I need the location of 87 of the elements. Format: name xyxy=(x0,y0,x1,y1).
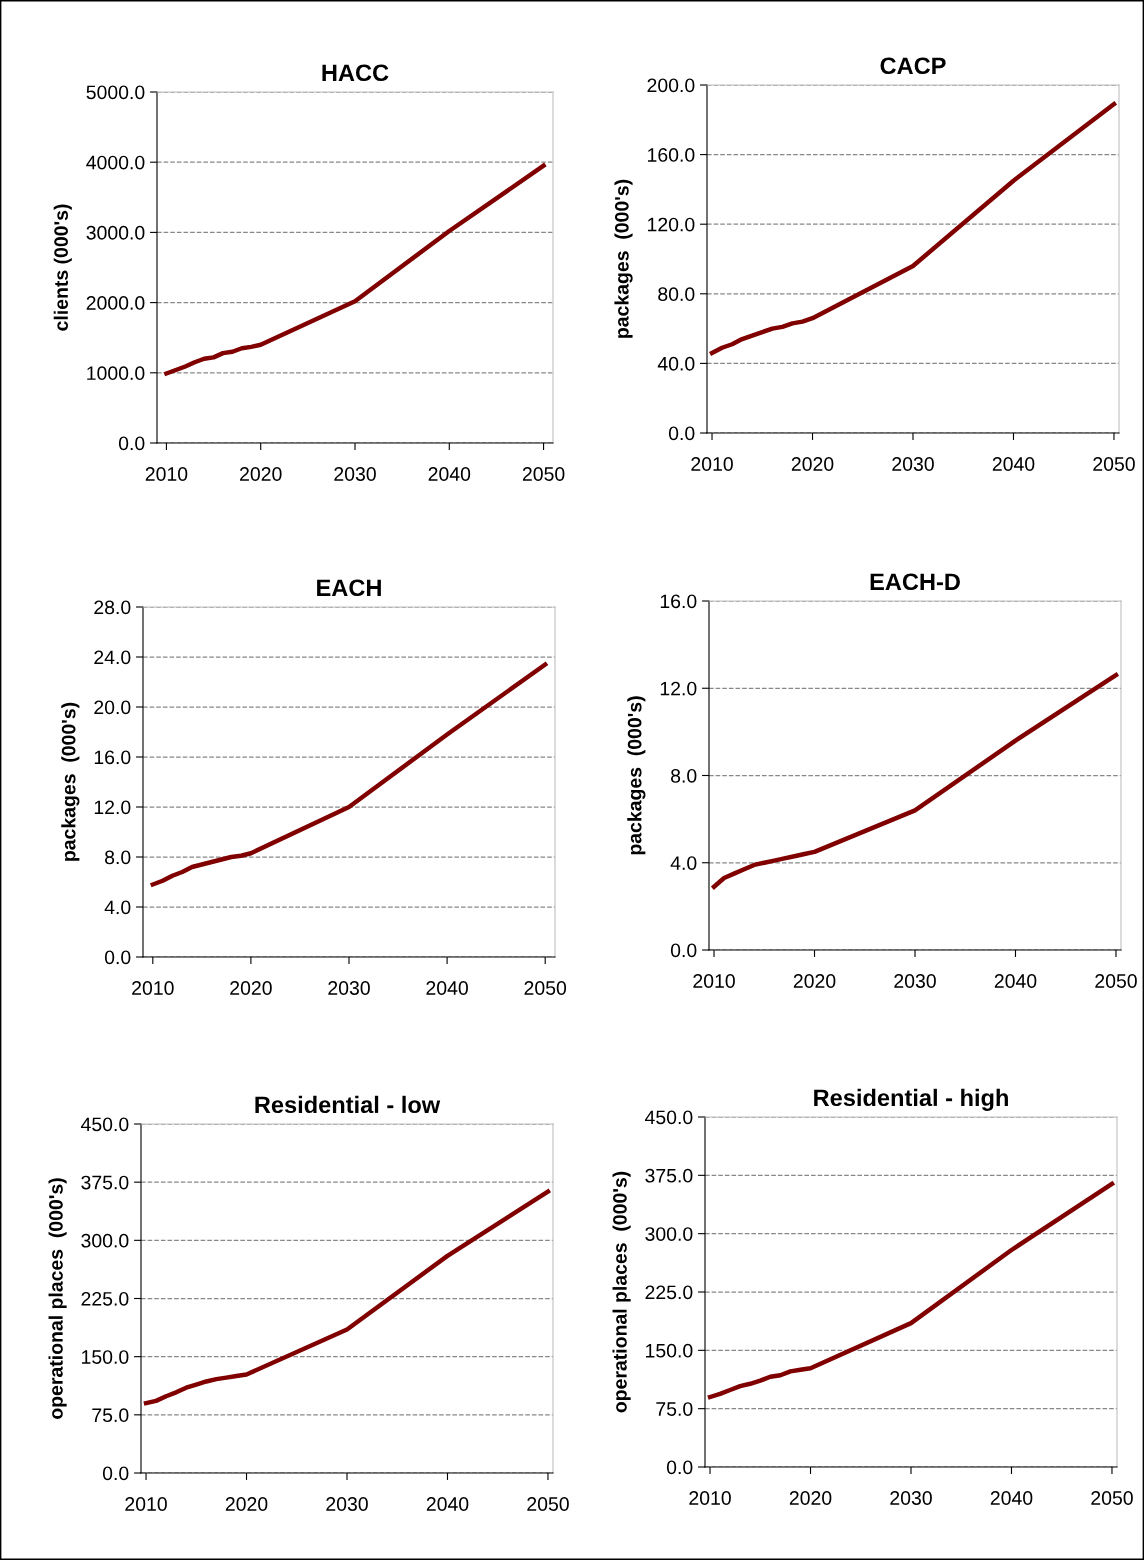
y-tick-label: 28.0 xyxy=(94,600,131,615)
x-tick-label: 2050 xyxy=(1091,1491,1133,1505)
y-tick-label: 5000.0 xyxy=(86,85,145,100)
x-tick-label: 2040 xyxy=(426,981,468,995)
x-tick-label: 2020 xyxy=(793,974,836,988)
y-axis-title: clients (000's) xyxy=(53,204,72,331)
y-tick-label: 450.0 xyxy=(644,1110,693,1125)
x-tick-label: 2020 xyxy=(789,1491,832,1505)
y-tick-label: 160.0 xyxy=(648,148,695,162)
x-tick-label: 2040 xyxy=(428,467,471,481)
y-tick-label: 8.0 xyxy=(105,850,131,865)
line-series xyxy=(711,672,1119,889)
y-tick-label: 40.0 xyxy=(657,356,695,371)
x-tick-label: 2020 xyxy=(225,1497,268,1511)
y-axis-title: operational places (000's) xyxy=(612,1171,631,1413)
y-tick-label: 3000.0 xyxy=(86,225,145,240)
x-tick-label: 2040 xyxy=(990,1491,1033,1505)
x-tick-label: 2030 xyxy=(894,974,936,988)
x-tick-label: 2030 xyxy=(326,1497,368,1511)
y-tick-label: 200.0 xyxy=(647,78,695,93)
y-tick-label: 0.0 xyxy=(666,1460,693,1475)
y-axis-title: packages (000's) xyxy=(627,696,646,855)
y-tick-label: 0.0 xyxy=(102,1466,129,1481)
y-tick-label: 20.0 xyxy=(94,700,131,715)
x-tick-label: 2040 xyxy=(992,457,1035,471)
y-tick-label: 12.0 xyxy=(660,681,697,696)
line-series xyxy=(150,662,548,887)
x-tick-label: 2030 xyxy=(328,981,370,995)
line-series xyxy=(709,101,1117,356)
y-tick-label: 225.0 xyxy=(81,1291,129,1306)
y-tick-label: 8.0 xyxy=(671,768,697,783)
y-tick-label: 300.0 xyxy=(645,1227,693,1241)
y-tick-label: 80.0 xyxy=(658,287,695,302)
x-tick-label: 2050 xyxy=(524,981,567,995)
x-tick-label: 2020 xyxy=(230,981,272,995)
chart-title: CACP xyxy=(880,57,946,75)
y-tick-label: 4000.0 xyxy=(86,155,145,170)
y-tick-label: 150.0 xyxy=(82,1350,129,1364)
y-tick-label: 24.0 xyxy=(94,650,131,665)
x-tick-label: 2050 xyxy=(527,1497,569,1511)
y-tick-label: 450.0 xyxy=(80,1117,129,1132)
y-axis-title: operational places (000's) xyxy=(48,1178,67,1419)
chart-title: HACC xyxy=(322,64,389,82)
y-tick-label: 75.0 xyxy=(92,1408,129,1423)
x-tick-label: 2030 xyxy=(334,467,376,481)
y-tick-label: 4.0 xyxy=(670,856,697,870)
x-tick-label: 2010 xyxy=(693,974,735,988)
x-tick-label: 2010 xyxy=(125,1497,167,1511)
x-tick-label: 2010 xyxy=(691,457,733,471)
y-tick-label: 0.0 xyxy=(670,943,697,958)
x-tick-label: 2050 xyxy=(522,467,565,481)
y-tick-label: 12.0 xyxy=(94,800,131,815)
chart-title: Residential - high xyxy=(814,1088,1008,1111)
y-tick-label: 225.0 xyxy=(645,1285,693,1300)
x-tick-label: 2020 xyxy=(240,467,282,481)
x-tick-label: 2030 xyxy=(890,1491,932,1505)
y-tick-label: 1000.0 xyxy=(87,366,145,381)
y-tick-label: 4.0 xyxy=(104,900,131,915)
y-tick-label: 0.0 xyxy=(668,426,695,441)
y-tick-label: 300.0 xyxy=(81,1233,129,1248)
x-tick-label: 2020 xyxy=(791,457,834,471)
x-tick-label: 2010 xyxy=(145,467,188,481)
x-tick-label: 2050 xyxy=(1093,457,1135,471)
x-tick-label: 2010 xyxy=(132,981,174,995)
x-tick-label: 2050 xyxy=(1095,974,1137,988)
chart-title: Residential - low xyxy=(255,1095,441,1114)
x-tick-label: 2030 xyxy=(892,457,934,471)
y-tick-label: 16.0 xyxy=(660,594,697,609)
y-tick-label: 2000.0 xyxy=(86,296,145,310)
y-axis-title: packages (000's) xyxy=(614,179,633,338)
y-tick-label: 150.0 xyxy=(646,1343,693,1358)
x-tick-label: 2010 xyxy=(689,1491,731,1505)
line-series xyxy=(707,1181,1115,1400)
y-tick-label: 75.0 xyxy=(656,1402,693,1416)
y-tick-label: 375.0 xyxy=(645,1168,693,1183)
y-tick-label: 0.0 xyxy=(104,950,131,965)
y-tick-label: 16.0 xyxy=(94,750,131,765)
y-tick-label: 375.0 xyxy=(81,1175,129,1190)
x-tick-label: 2040 xyxy=(994,974,1037,988)
y-tick-label: 0.0 xyxy=(118,436,145,451)
y-tick-label: 120.0 xyxy=(648,217,695,232)
y-axis-title: packages (000's) xyxy=(61,702,80,861)
line-series xyxy=(143,1189,551,1406)
chart-title: EACH xyxy=(317,579,381,597)
line-series xyxy=(164,163,546,376)
chart-title: EACH-D xyxy=(870,573,960,591)
x-tick-label: 2040 xyxy=(426,1497,469,1511)
